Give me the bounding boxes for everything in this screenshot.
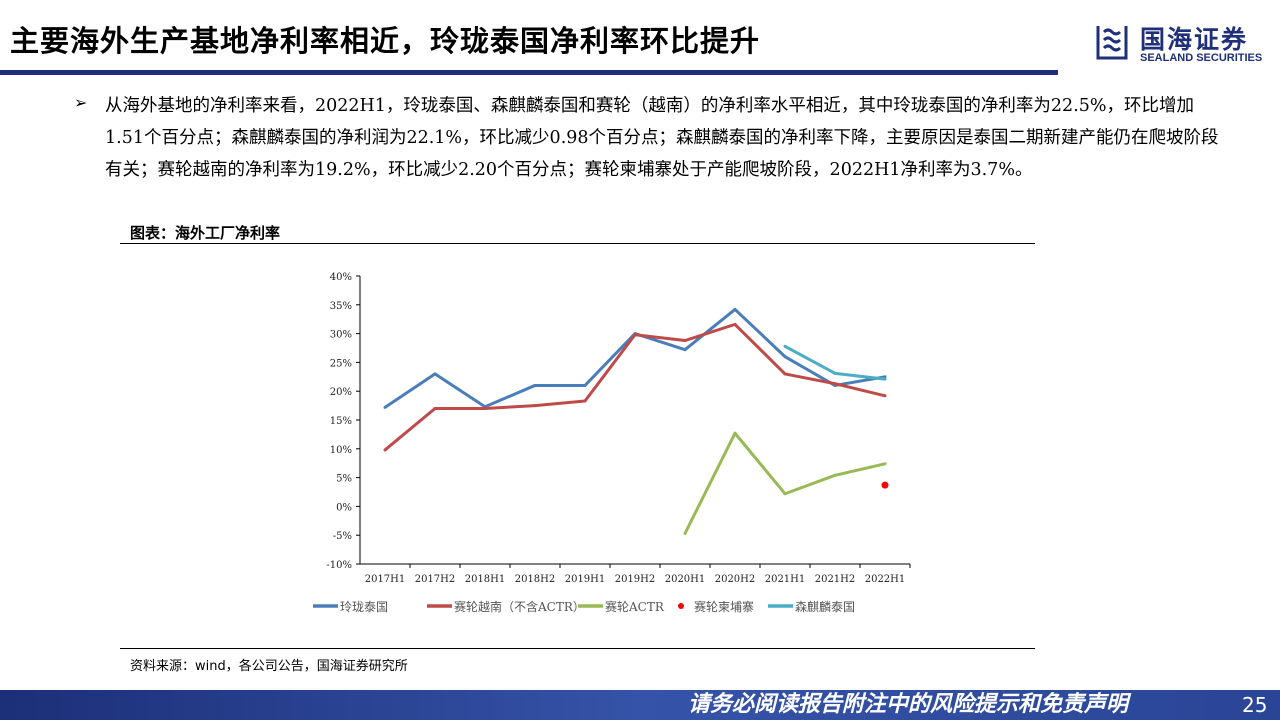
x-tick-label: 2018H2 — [515, 574, 556, 585]
source-note: 资料来源：wind，各公司公告，国海证券研究所 — [130, 659, 408, 674]
y-tick-label: 0% — [336, 502, 352, 513]
figure-top-rule — [120, 243, 1035, 244]
x-tick-label: 2021H2 — [815, 574, 856, 585]
data-point — [533, 383, 537, 387]
x-tick-label: 2021H1 — [765, 574, 806, 585]
y-tick-label: 25% — [330, 358, 352, 369]
figure-title: 图表：海外工厂净利率 — [130, 224, 281, 242]
x-tick-label: 2017H1 — [365, 574, 406, 585]
sealand-logo-icon — [1096, 26, 1128, 60]
legend-label: 赛轮柬埔寨 — [694, 599, 754, 614]
data-point — [883, 394, 887, 398]
data-point — [783, 344, 787, 348]
page-number: 25 — [1242, 693, 1268, 717]
y-tick-label: 30% — [330, 330, 352, 341]
data-point — [783, 492, 787, 496]
x-tick-label: 2020H2 — [715, 574, 756, 585]
logo-text-en: SEALAND SECURITIES — [1140, 52, 1263, 64]
y-tick-label: 40% — [330, 272, 352, 283]
y-tick-label: -5% — [333, 531, 352, 542]
data-point — [783, 355, 787, 359]
y-tick-label: 15% — [330, 416, 352, 427]
y-tick-label: 35% — [330, 301, 352, 312]
y-tick-label: 20% — [330, 387, 352, 398]
footer-bar: 请务必阅读报告附注中的风险提示和免责声明 25 — [0, 690, 1280, 720]
data-point — [783, 372, 787, 376]
figure-bottom-rule — [120, 648, 1035, 649]
data-point — [883, 462, 887, 466]
data-point — [833, 382, 837, 386]
body-paragraph: 从海外基地的净利率来看，2022H1，玲珑泰国、森麒麟泰国和赛轮（越南）的净利率… — [105, 96, 1219, 180]
data-point — [833, 473, 837, 477]
legend-swatch — [678, 603, 684, 609]
x-tick-label: 2019H2 — [615, 574, 656, 585]
legend-label: 玲珑泰国 — [340, 600, 388, 614]
x-tick-label: 2020H1 — [665, 574, 706, 585]
series-line-2 — [683, 431, 886, 535]
x-tick-label: 2022H1 — [865, 574, 906, 585]
disclaimer-text: 请务必阅读报告附注中的风险提示和免责声明 — [688, 692, 1129, 717]
y-tick-label: 10% — [330, 445, 352, 456]
legend-label: 森麒麟泰国 — [795, 599, 855, 614]
data-point — [833, 371, 837, 375]
x-tick-label: 2018H1 — [465, 574, 506, 585]
data-point — [683, 348, 687, 352]
x-tick-label: 2017H2 — [415, 574, 456, 585]
data-point — [483, 406, 487, 410]
data-point — [583, 383, 587, 387]
logo: 国海证券 SEALAND SECURITIES — [1095, 20, 1270, 66]
data-point — [733, 431, 737, 435]
data-point — [383, 448, 387, 452]
arrow-bullet-icon: ➢ — [74, 93, 88, 112]
y-tick-label: -10% — [326, 560, 352, 571]
data-point — [683, 531, 687, 535]
series-line-1 — [384, 322, 886, 452]
title-divider — [0, 70, 1058, 75]
page-title: 主要海外生产基地净利率相近，玲珑泰国净利率环比提升 — [10, 24, 761, 58]
data-point — [533, 404, 537, 408]
data-point — [433, 406, 437, 410]
data-point — [733, 322, 737, 326]
logo-text-cn: 国海证券 — [1140, 25, 1249, 54]
data-point — [383, 405, 387, 409]
data-point — [883, 377, 887, 381]
data-point — [433, 372, 437, 376]
y-tick-label: 5% — [336, 474, 352, 485]
data-point — [733, 307, 737, 311]
legend-label: 赛轮ACTR — [605, 599, 665, 614]
data-point — [633, 333, 637, 337]
data-point — [881, 481, 889, 489]
data-point — [683, 339, 687, 343]
data-point — [583, 399, 587, 403]
x-tick-label: 2019H1 — [565, 574, 606, 585]
legend-label: 赛轮越南（不含ACTR） — [454, 599, 585, 614]
